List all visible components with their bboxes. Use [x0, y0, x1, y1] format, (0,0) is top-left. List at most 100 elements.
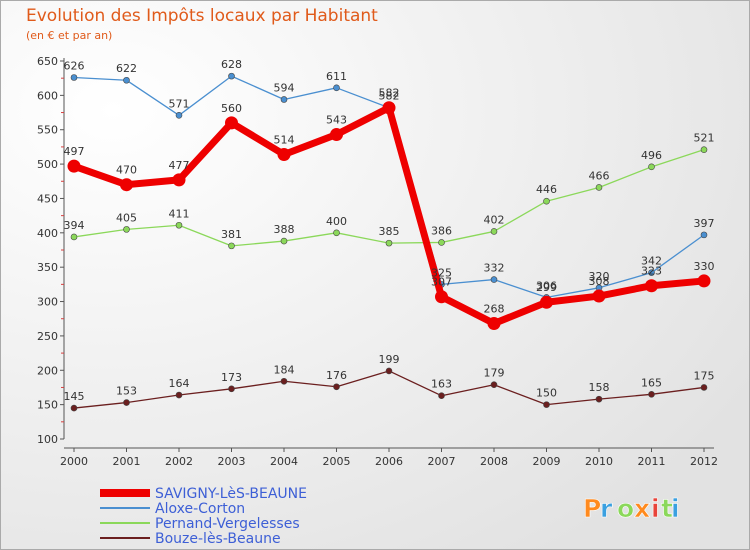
legend-label: Bouze-lès-Beaune — [155, 531, 281, 547]
data-point — [280, 237, 288, 245]
y-tick-label: 350 — [37, 261, 58, 274]
x-tick-label: 2006 — [375, 455, 403, 468]
data-label: 308 — [589, 275, 610, 288]
data-point — [595, 184, 603, 191]
data-point — [543, 401, 550, 408]
data-label: 381 — [221, 228, 242, 241]
data-label: 446 — [536, 183, 557, 196]
data-label: 165 — [641, 376, 662, 389]
data-point — [123, 226, 130, 233]
data-point — [540, 295, 553, 309]
proxiti-logo: Pr o x i ti — [583, 494, 680, 524]
x-tick-label: 2005 — [323, 455, 351, 468]
data-label: 628 — [221, 58, 242, 71]
data-point — [487, 317, 501, 331]
series-lines — [67, 72, 711, 412]
data-label: 386 — [431, 224, 452, 237]
y-tick-label: 450 — [37, 192, 58, 205]
y-tick-label: 600 — [37, 89, 58, 102]
chart-subtitle: (en € et par an) — [26, 29, 112, 42]
data-label: 400 — [326, 215, 347, 228]
y-tick-label: 200 — [37, 364, 58, 377]
data-point — [648, 163, 655, 171]
x-tick-label: 2003 — [218, 455, 246, 468]
data-point — [330, 128, 343, 142]
data-label: 582 — [379, 90, 400, 103]
y-tick-label: 400 — [37, 227, 58, 240]
x-tick-label: 2001 — [113, 455, 141, 468]
data-point — [700, 384, 708, 391]
data-point — [175, 221, 183, 229]
data-point — [225, 116, 238, 130]
legend-label: SAVIGNY-LèS-BEAUNE — [155, 486, 307, 502]
data-point — [67, 159, 81, 173]
data-point — [277, 147, 291, 161]
data-point — [70, 74, 78, 81]
data-point — [648, 269, 655, 276]
data-point — [333, 84, 340, 92]
data-point — [490, 228, 498, 235]
data-label: 521 — [694, 132, 715, 145]
data-label: 411 — [169, 207, 190, 220]
data-label: 402 — [484, 213, 505, 226]
logo-letter: P — [583, 494, 601, 523]
data-point — [385, 367, 393, 375]
data-label: 268 — [484, 303, 505, 316]
data-point — [543, 197, 550, 205]
data-label: 594 — [274, 81, 295, 94]
data-label: 332 — [484, 262, 505, 275]
x-tick-label: 2004 — [270, 455, 298, 468]
data-label: 153 — [116, 385, 137, 398]
x-tick-label: 2008 — [480, 455, 508, 468]
axes: 100 150 200 250 300 350 400 450 500 550 600 650 2000… — [37, 55, 718, 468]
data-label: 150 — [536, 387, 557, 400]
y-tick-label: 550 — [37, 124, 58, 137]
data-label: 622 — [116, 62, 137, 75]
chart-title: Evolution des Impôts locaux par Habitant — [26, 6, 378, 26]
data-label: 543 — [326, 114, 347, 127]
data-point — [382, 101, 396, 115]
data-label: 466 — [589, 169, 610, 182]
data-label: 325 — [431, 266, 452, 279]
data-label: 176 — [326, 369, 347, 382]
data-label: 184 — [274, 363, 295, 376]
data-label: 626 — [64, 59, 85, 72]
logo-letter: r — [600, 494, 613, 523]
data-point — [697, 274, 711, 288]
y-tick-label: 250 — [37, 330, 58, 343]
logo-letter: x — [634, 494, 650, 523]
data-point — [280, 96, 288, 103]
logo-letter: i — [671, 494, 680, 523]
data-point — [700, 146, 708, 153]
y-tick-label: 100 — [37, 433, 58, 446]
x-tick-label: 2011 — [638, 455, 666, 468]
data-label: 179 — [484, 367, 505, 380]
data-label: 582 — [379, 87, 400, 100]
data-label: 611 — [326, 70, 347, 83]
data-point — [70, 404, 78, 412]
data-label: 163 — [431, 378, 452, 391]
data-label: 330 — [694, 260, 715, 273]
data-label: 164 — [169, 377, 190, 390]
data-point — [490, 381, 498, 389]
data-label: 158 — [589, 381, 610, 394]
data-point — [228, 72, 235, 80]
data-label: 199 — [379, 353, 400, 366]
data-label: 173 — [221, 371, 242, 384]
data-point — [648, 391, 655, 398]
data-label: 394 — [64, 219, 85, 232]
data-point — [280, 377, 288, 385]
y-tick-label: 300 — [37, 296, 58, 309]
data-labels: 626 622 571 628 594 611 582 325 332 306 320 342 397 3… — [64, 58, 715, 403]
data-point — [438, 239, 445, 246]
data-label: 342 — [641, 255, 662, 268]
data-label: 320 — [589, 270, 610, 283]
data-label: 175 — [694, 369, 715, 382]
x-tick-label: 2010 — [585, 455, 613, 468]
data-point — [645, 279, 658, 293]
data-point — [175, 391, 183, 399]
data-label: 145 — [64, 390, 85, 403]
data-point — [700, 231, 708, 239]
